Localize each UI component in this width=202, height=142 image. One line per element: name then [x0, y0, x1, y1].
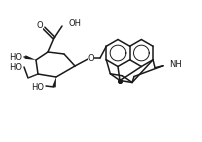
Text: OH: OH [68, 18, 81, 28]
Polygon shape [24, 55, 36, 60]
Polygon shape [52, 77, 56, 87]
Text: O: O [88, 54, 94, 62]
Text: HO: HO [9, 53, 22, 61]
Text: NH: NH [169, 60, 182, 69]
Text: HO: HO [9, 62, 22, 72]
Text: O: O [37, 20, 43, 30]
Text: HO: HO [31, 83, 44, 91]
